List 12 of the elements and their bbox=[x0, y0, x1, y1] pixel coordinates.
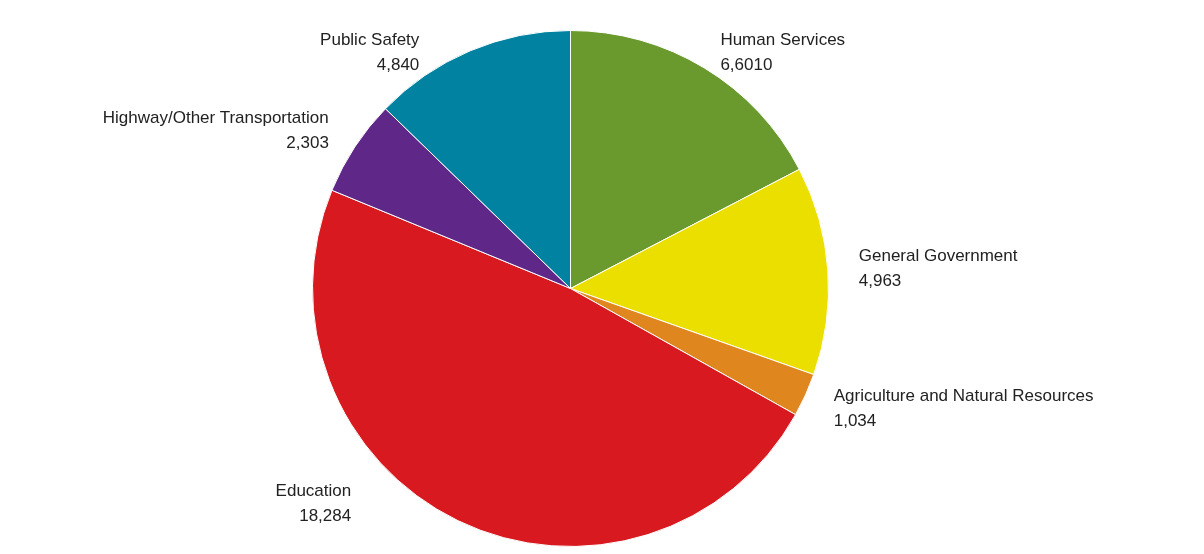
slice-label: Human Services bbox=[720, 30, 846, 50]
data-label: 4,840 bbox=[376, 54, 420, 74]
data-label: 1,034 bbox=[833, 410, 877, 430]
data-label: 6,6010 bbox=[720, 54, 773, 74]
slice-label: Public Safety bbox=[320, 30, 420, 50]
data-label: 2,303 bbox=[286, 132, 329, 152]
slice-label: General Government bbox=[858, 246, 1018, 266]
data-label: 18,284 bbox=[299, 505, 352, 525]
slice-label: Agriculture and Natural Resources bbox=[833, 385, 1094, 405]
slice-label: Education bbox=[275, 481, 352, 501]
slice-label: Highway/Other Transportation bbox=[102, 108, 329, 128]
data-label: 4,963 bbox=[858, 271, 902, 291]
